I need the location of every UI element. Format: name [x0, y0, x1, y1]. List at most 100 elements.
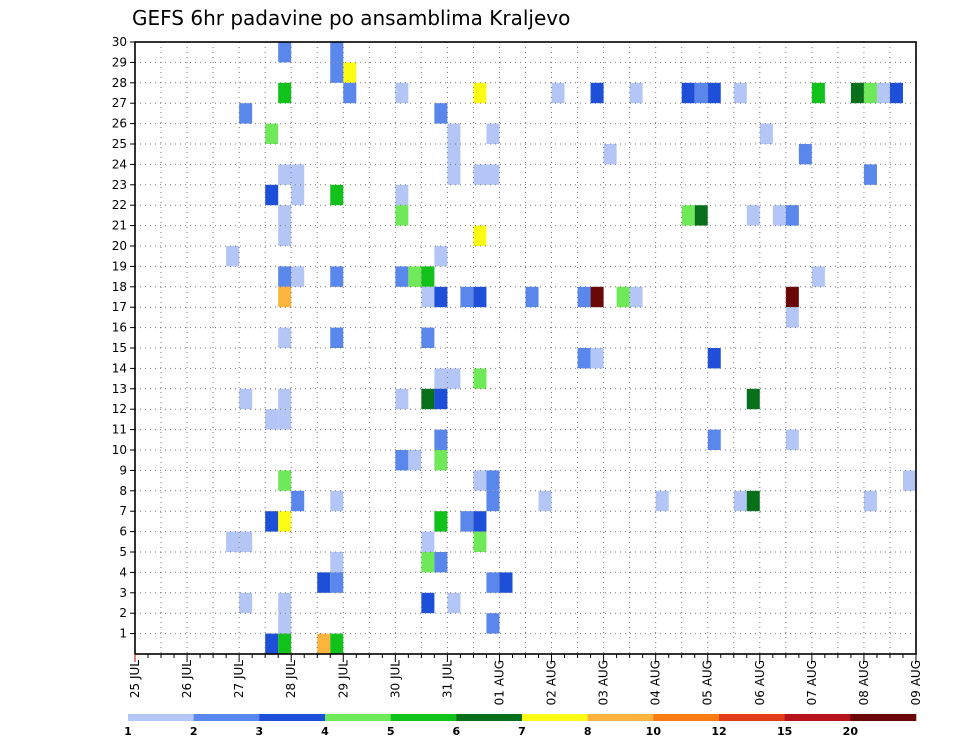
y-tick-label: 23: [112, 178, 127, 192]
heat-cell: [447, 164, 461, 185]
heat-cell: [330, 552, 344, 573]
heat-cell: [265, 409, 279, 430]
heat-cell: [330, 42, 344, 63]
heat-cell: [863, 164, 877, 185]
colorbar-label: 15: [777, 725, 792, 738]
heat-cell: [902, 470, 916, 491]
heat-cell: [551, 82, 565, 104]
x-tick-label: 25 JUL: [128, 660, 142, 698]
heat-cell: [278, 613, 292, 634]
heat-cell: [525, 286, 539, 308]
heat-cell: [434, 429, 448, 450]
heat-cell: [278, 225, 292, 246]
heat-cell: [785, 429, 799, 450]
heat-cell: [278, 511, 292, 532]
heat-cell: [434, 286, 448, 308]
heat-cell: [707, 82, 721, 104]
heat-cell: [447, 368, 461, 389]
heat-cell: [421, 388, 435, 410]
heat-cell: [629, 82, 643, 104]
heat-cell: [265, 633, 279, 654]
heat-cell: [330, 62, 344, 83]
heat-cell: [473, 82, 487, 104]
heat-cell: [434, 450, 448, 471]
heat-cell: [590, 286, 604, 308]
heat-cell: [291, 164, 305, 185]
heat-cell: [239, 103, 253, 124]
y-tick-label: 9: [119, 463, 127, 477]
heat-cell: [707, 348, 721, 369]
colorbar-label: 10: [646, 725, 662, 738]
heat-cell: [616, 286, 630, 308]
heat-cell: [707, 429, 721, 450]
heat-cell: [278, 470, 292, 491]
heat-cell: [473, 225, 487, 246]
heat-cell: [577, 286, 591, 308]
y-tick-label: 2: [119, 606, 127, 620]
colorbar-label: 8: [584, 725, 592, 738]
colorbar-label: 1: [124, 725, 132, 738]
heat-cell: [486, 613, 500, 634]
heat-cell: [317, 633, 331, 654]
cells-layer: [226, 42, 916, 654]
heat-cell: [239, 388, 253, 410]
heat-cell: [473, 286, 487, 308]
heat-cell: [486, 470, 500, 491]
y-tick-label: 1: [119, 627, 127, 641]
x-tick-label: 09 AUG: [909, 660, 923, 705]
colorbar-swatch: [850, 714, 917, 721]
heat-cell: [408, 450, 422, 471]
heat-cell: [278, 286, 292, 308]
heat-cell: [603, 144, 617, 165]
heat-cell: [863, 490, 877, 512]
colorbar-label: 4: [321, 725, 329, 738]
y-tick-label: 7: [119, 504, 127, 518]
y-tick-label: 28: [112, 76, 127, 90]
colorbar-label: 6: [453, 725, 461, 738]
heat-cell: [265, 184, 279, 206]
x-tick-label: 05 AUG: [701, 660, 715, 705]
heat-cell: [330, 184, 344, 206]
colorbar-swatch: [719, 714, 785, 721]
heat-cell: [785, 286, 799, 308]
y-tick-label: 6: [119, 525, 127, 539]
y-tick-label: 21: [112, 219, 127, 233]
y-tick-label: 13: [112, 382, 127, 396]
x-tick-label: 07 AUG: [805, 660, 819, 705]
heat-cell: [265, 511, 279, 532]
heat-cell: [473, 511, 487, 532]
heat-cell: [421, 266, 435, 287]
heat-cell: [447, 592, 461, 614]
colorbar-label: 20: [843, 725, 859, 738]
heat-cell: [434, 103, 448, 124]
y-tick-label: 20: [112, 239, 127, 253]
heat-cell: [278, 327, 292, 348]
colorbar-swatch: [193, 714, 260, 721]
heat-cell: [681, 205, 695, 226]
colorbar-swatch: [587, 714, 654, 721]
heat-cell: [330, 633, 344, 654]
heat-cell: [434, 511, 448, 532]
x-tick-label: 28 JUL: [284, 660, 298, 698]
heat-cell: [239, 592, 253, 614]
heat-cell: [434, 368, 448, 389]
heat-cell: [278, 205, 292, 226]
heat-cell: [278, 633, 292, 654]
colorbar: 1 2 3 4 5 6 7 8 10 12 15 20: [124, 714, 917, 738]
heat-cell: [590, 348, 604, 369]
heat-cell: [278, 388, 292, 410]
heat-cell: [577, 348, 591, 369]
y-tick-label: 15: [112, 341, 127, 355]
colorbar-swatch: [325, 714, 391, 721]
x-tick-label: 30 JUL: [388, 660, 402, 698]
heat-cell: [785, 307, 799, 328]
y-tick-label: 22: [112, 198, 127, 212]
heat-cell: [798, 144, 812, 165]
heat-cell: [850, 82, 864, 104]
heat-cell: [434, 246, 448, 267]
colorbar-swatch: [522, 714, 588, 721]
heat-cell: [785, 205, 799, 226]
heat-cell: [395, 82, 409, 104]
heat-cell: [343, 82, 357, 104]
